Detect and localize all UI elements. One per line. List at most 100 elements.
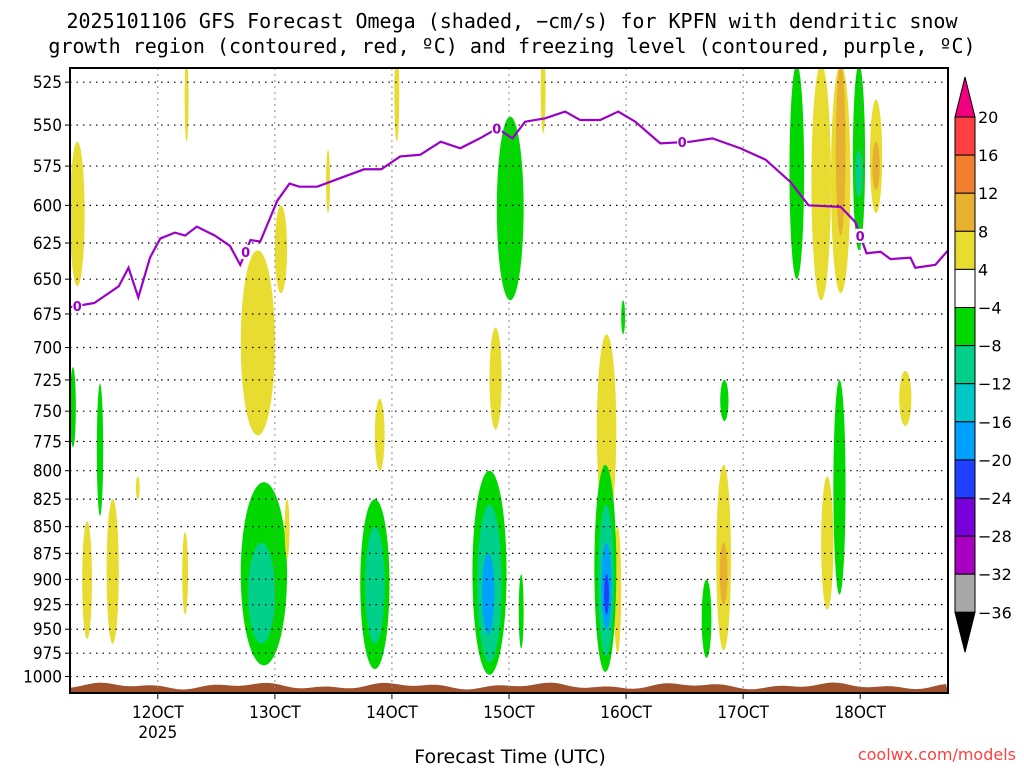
colorbar-label: −28 — [978, 527, 1012, 546]
y-tick-label: 675 — [33, 305, 62, 325]
colorbar-swatch — [954, 192, 976, 232]
omega-region — [855, 149, 863, 198]
contour-label-bg — [677, 135, 688, 150]
omega-region — [789, 68, 805, 280]
colorbar-label: 8 — [978, 222, 988, 241]
freezing-level-contour-label: 0 — [241, 246, 250, 261]
omega-region — [135, 476, 140, 500]
contour-label-bg — [491, 121, 502, 136]
omega-region — [96, 383, 104, 516]
colorbar-label: −8 — [978, 337, 1002, 356]
x-tick-label: 14OCT — [366, 703, 418, 723]
omega-region — [835, 68, 846, 236]
colorbar-label: 12 — [978, 184, 998, 203]
omega-region — [833, 379, 846, 595]
omega-region — [240, 250, 275, 436]
omega-region — [720, 379, 729, 421]
contour-label-bg — [855, 228, 866, 243]
omega-region — [899, 370, 912, 426]
colorbar-swatch — [954, 383, 976, 423]
colorbar-label: 20 — [978, 108, 998, 127]
y-tick-label: 575 — [33, 157, 62, 177]
plot-area: 0 0 0 0 0 — [69, 67, 949, 694]
y-tick-label: 725 — [33, 371, 62, 391]
omega-region — [82, 521, 92, 639]
freezing-level-contour-label: 0 — [678, 136, 687, 151]
colorbar-swatch — [954, 497, 976, 537]
y-tick-label: 850 — [33, 518, 62, 538]
omega-region — [811, 68, 831, 301]
omega-region — [394, 68, 400, 142]
colorbar-swatch — [954, 268, 976, 308]
colorbar-swatch — [954, 307, 976, 347]
colorbar-swatch — [954, 421, 976, 461]
colorbar-label: −16 — [978, 413, 1012, 432]
omega-region — [701, 579, 712, 658]
omega-region — [719, 542, 728, 605]
omega-region — [621, 300, 626, 335]
colorbar-swatch — [954, 345, 976, 385]
omega-region — [274, 205, 288, 294]
colorbar-over-triangle — [954, 76, 976, 118]
colorbar-swatch — [954, 230, 976, 270]
y-tick-label: 750 — [33, 402, 62, 422]
freezing-level-contour-label: 0 — [856, 230, 865, 245]
contour-label-bg — [240, 244, 251, 259]
x-tick-label: 17OCT — [717, 703, 769, 723]
colorbar-label: 16 — [978, 146, 998, 165]
omega-region — [604, 574, 609, 615]
omega-region — [821, 476, 834, 610]
omega-region — [374, 398, 385, 471]
omega-region — [489, 327, 502, 430]
y-tick-label: 650 — [33, 270, 62, 290]
x-tick-sublabel: 2025 — [138, 723, 177, 743]
y-tick-label: 1000 — [23, 668, 62, 688]
freezing-level-contour-label: 0 — [73, 300, 82, 315]
omega-region — [182, 532, 189, 615]
x-tick-label: 18OCT — [834, 703, 886, 723]
y-tick-label: 800 — [33, 462, 62, 482]
colorbar-swatch — [954, 573, 976, 613]
omega-region — [106, 499, 119, 644]
colorbar-swatch — [954, 535, 976, 575]
colorbar-label: −20 — [978, 451, 1012, 470]
omega-region — [284, 499, 290, 559]
y-tick-label: 600 — [33, 196, 62, 216]
omega-region — [326, 149, 330, 213]
omega-region — [540, 68, 546, 134]
colorbar-label: −4 — [978, 299, 1002, 318]
colorbar-swatch — [954, 116, 976, 156]
y-tick-label: 525 — [33, 73, 62, 93]
omega-region — [365, 526, 385, 644]
colorbar: 20 16 12 8 4 −4 −8 −12 −16 −20 −24 −28 −32 −36 — [954, 76, 1012, 653]
y-tick-label: 700 — [33, 339, 62, 359]
colorbar-label: −32 — [978, 565, 1012, 584]
x-tick-label: 16OCT — [600, 703, 652, 723]
colorbar-under-triangle — [954, 611, 976, 653]
omega-region — [70, 141, 85, 287]
omega-region — [184, 68, 189, 142]
omega-region — [70, 367, 76, 448]
y-axis-ticks: 525 550 575 600 625 650 675 700 725 750 775 800 825 8… — [23, 73, 70, 688]
chart-title-line-1: 2025101106 GFS Forecast Omega (shaded, −… — [66, 9, 958, 33]
colorbar-label: −36 — [978, 603, 1012, 622]
omega-region — [482, 553, 495, 635]
colorbar-label: −12 — [978, 375, 1012, 394]
y-tick-label: 900 — [33, 570, 62, 590]
freezing-level-contour-label: 0 — [492, 123, 501, 138]
omega-region — [248, 542, 275, 644]
y-tick-label: 825 — [33, 490, 62, 510]
colorbar-swatch — [954, 154, 976, 194]
x-tick-label: 15OCT — [483, 703, 535, 723]
credit-link[interactable]: coolwx.com/models — [858, 745, 1016, 764]
omega-region — [496, 116, 524, 301]
colorbar-label: −24 — [978, 489, 1012, 508]
x-tick-label: 13OCT — [249, 703, 301, 723]
y-tick-label: 925 — [33, 596, 62, 616]
colorbar-swatch — [954, 459, 976, 499]
omega-region — [518, 574, 524, 649]
y-tick-label: 775 — [33, 432, 62, 452]
y-tick-label: 950 — [33, 620, 62, 640]
